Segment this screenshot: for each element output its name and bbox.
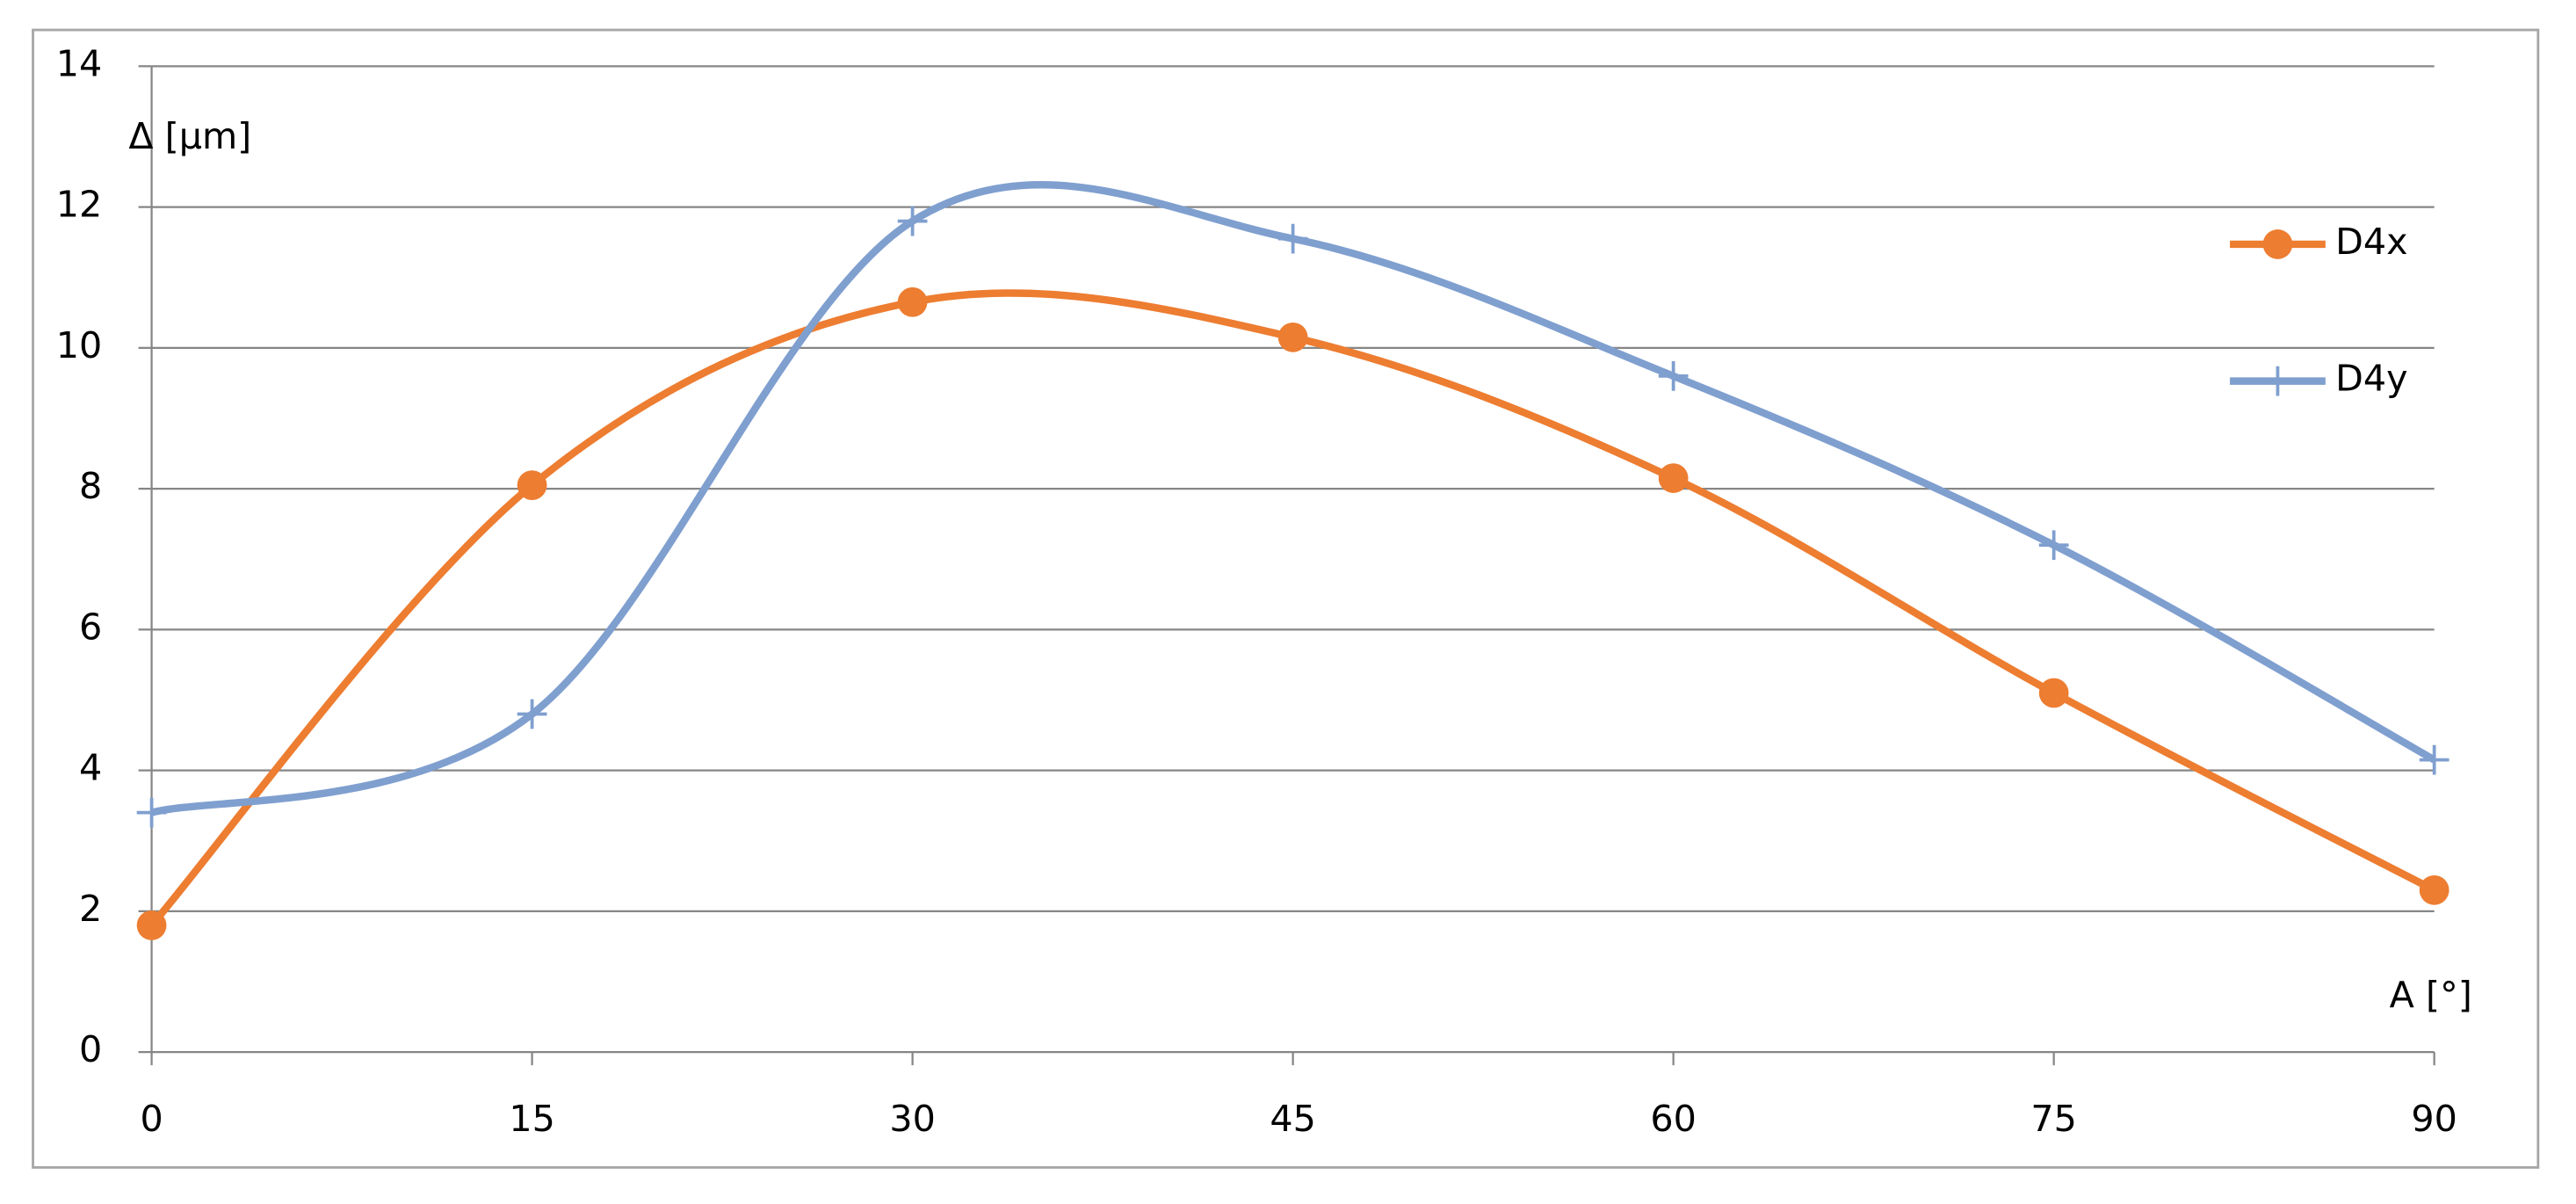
marker — [136, 910, 167, 940]
legend-label: D4x — [2335, 221, 2407, 263]
marker — [2262, 366, 2293, 396]
marker — [2419, 874, 2449, 905]
marker — [2038, 678, 2069, 708]
marker — [1658, 463, 1689, 493]
y-tick-label: 6 — [79, 606, 102, 648]
x-tick-label: 0 — [140, 1098, 163, 1140]
y-tick-label: 2 — [79, 888, 102, 930]
marker — [136, 797, 167, 828]
y-tick-label: 10 — [56, 324, 102, 366]
x-axis-label: A [°] — [2390, 974, 2472, 1016]
marker — [1277, 322, 1308, 352]
x-tick-label: 30 — [889, 1098, 936, 1140]
marker — [897, 286, 928, 317]
y-tick-label: 12 — [56, 184, 102, 226]
marker — [2419, 744, 2449, 775]
marker — [1277, 223, 1308, 254]
x-tick-label: 90 — [2411, 1098, 2457, 1140]
marker — [517, 699, 547, 729]
x-tick-label: 75 — [2030, 1098, 2077, 1140]
marker — [2262, 229, 2293, 259]
y-tick-label: 14 — [56, 42, 102, 84]
x-tick-label: 15 — [509, 1098, 555, 1140]
y-tick-label: 8 — [79, 465, 102, 507]
legend-label: D4y — [2335, 358, 2407, 400]
marker — [1658, 361, 1689, 391]
x-tick-label: 60 — [1650, 1098, 1697, 1140]
grid — [138, 65, 2435, 1066]
marker — [2038, 530, 2069, 561]
legend: D4x D4y — [2230, 221, 2408, 400]
marker — [897, 206, 928, 236]
x-tick-label: 45 — [1270, 1098, 1316, 1140]
chart-frame — [32, 28, 2540, 1169]
y-tick-label: 4 — [79, 747, 102, 789]
marker — [517, 470, 547, 500]
y-tick-label: 0 — [79, 1028, 102, 1070]
plot — [136, 181, 2449, 940]
y-axis-label: Δ [µm] — [128, 115, 251, 157]
